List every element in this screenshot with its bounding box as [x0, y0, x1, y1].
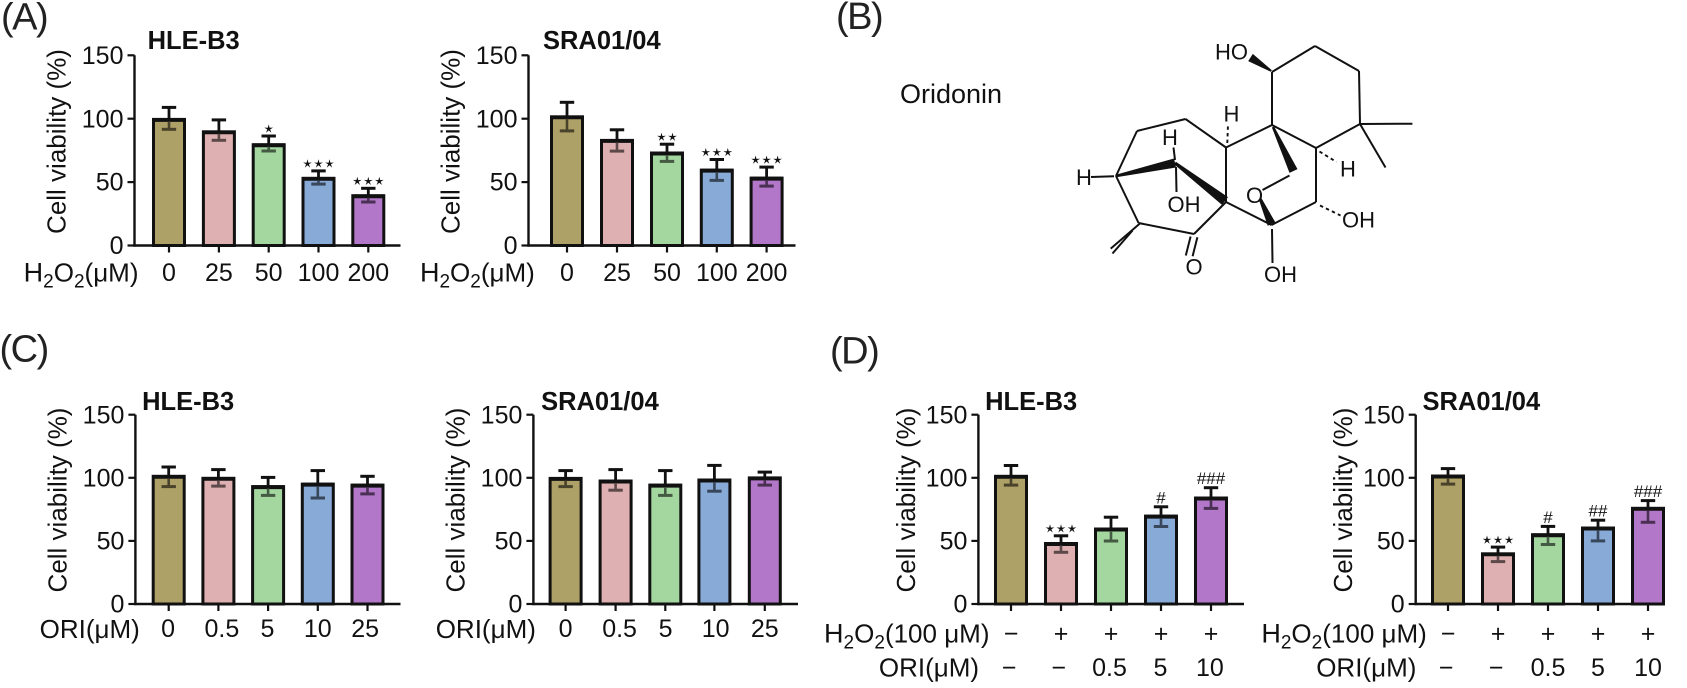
svg-text:150: 150 [82, 42, 124, 70]
svg-text:+: + [1641, 620, 1656, 648]
svg-text:+: + [1154, 620, 1169, 648]
svg-text:(C): (C) [0, 329, 48, 371]
svg-text:150: 150 [481, 401, 523, 429]
svg-text:0: 0 [504, 232, 518, 260]
svg-text:5: 5 [1591, 654, 1605, 682]
svg-text:−: − [1004, 620, 1019, 648]
svg-text:###: ### [1634, 482, 1663, 501]
svg-text:SRA01/04: SRA01/04 [1423, 388, 1541, 416]
svg-text:Oridonin: Oridonin [900, 79, 1002, 109]
svg-text:5: 5 [1153, 654, 1167, 682]
svg-text:Cell viability (%): Cell viability (%) [1328, 408, 1358, 593]
svg-text:200: 200 [347, 259, 389, 287]
svg-text:##: ## [1589, 502, 1608, 521]
svg-text:Cell viability (%): Cell viability (%) [43, 408, 73, 593]
svg-text:Cell viability (%): Cell viability (%) [42, 49, 72, 234]
svg-text:###: ### [1197, 469, 1226, 488]
svg-text:SRA01/04: SRA01/04 [543, 27, 661, 55]
svg-text:ORI(μM): ORI(μM) [879, 653, 979, 683]
svg-text:150: 150 [1363, 401, 1405, 429]
svg-text:−: − [1489, 654, 1504, 682]
svg-text:HO: HO [1215, 40, 1248, 65]
svg-text:100: 100 [696, 259, 738, 287]
svg-text:0: 0 [110, 232, 124, 260]
svg-text:ORI(μM): ORI(μM) [1316, 653, 1416, 683]
svg-text:#: # [1543, 508, 1553, 527]
svg-text:(A): (A) [1, 0, 47, 39]
svg-text:OH: OH [1342, 208, 1375, 233]
svg-text:−: − [1002, 654, 1017, 682]
svg-text:(B): (B) [836, 0, 882, 38]
svg-text:HLE-B3: HLE-B3 [148, 27, 240, 55]
svg-text:H: H [1340, 157, 1356, 182]
svg-text:50: 50 [940, 528, 968, 556]
svg-text:Cell viability (%): Cell viability (%) [436, 49, 466, 234]
svg-text:50: 50 [255, 259, 283, 287]
svg-text:+: + [1104, 620, 1119, 648]
svg-text:100: 100 [298, 259, 340, 287]
svg-text:0.5: 0.5 [205, 615, 240, 643]
svg-text:200: 200 [746, 259, 788, 287]
svg-text:10: 10 [1634, 654, 1662, 682]
svg-text:0.5: 0.5 [1092, 654, 1127, 682]
svg-text:−: − [1051, 654, 1066, 682]
svg-text:H: H [1224, 102, 1240, 127]
svg-text:50: 50 [490, 169, 518, 197]
svg-text:HLE-B3: HLE-B3 [142, 388, 234, 416]
svg-text:25: 25 [351, 615, 379, 643]
svg-text:100: 100 [926, 464, 968, 492]
svg-text:Cell viability (%): Cell viability (%) [891, 408, 921, 593]
svg-text:5: 5 [659, 615, 673, 643]
svg-text:+: + [1591, 620, 1606, 648]
svg-text:0: 0 [559, 615, 573, 643]
svg-text:O: O [1186, 255, 1203, 280]
svg-text:10: 10 [1196, 654, 1224, 682]
svg-text:100: 100 [82, 105, 124, 133]
svg-text:SRA01/04: SRA01/04 [541, 388, 659, 416]
svg-text:25: 25 [205, 259, 233, 287]
svg-text:+: + [1541, 620, 1556, 648]
svg-text:+: + [1491, 620, 1506, 648]
svg-text:100: 100 [481, 464, 523, 492]
svg-text:25: 25 [751, 615, 779, 643]
svg-text:ORI(μM): ORI(μM) [40, 614, 140, 644]
svg-text:100: 100 [1363, 464, 1405, 492]
svg-text:0: 0 [953, 591, 967, 619]
svg-text:100: 100 [83, 464, 125, 492]
svg-text:(D): (D) [830, 331, 878, 373]
svg-text:50: 50 [495, 528, 523, 556]
svg-text:50: 50 [97, 528, 125, 556]
svg-text:+: + [1204, 620, 1219, 648]
svg-text:+: + [1054, 620, 1069, 648]
svg-text:150: 150 [476, 42, 518, 70]
svg-text:0: 0 [161, 615, 175, 643]
svg-text:25: 25 [603, 259, 631, 287]
svg-text:0.5: 0.5 [602, 615, 637, 643]
svg-text:ORI(μM): ORI(μM) [436, 614, 536, 644]
svg-text:#: # [1156, 488, 1166, 507]
svg-text:150: 150 [926, 401, 968, 429]
svg-text:−: − [1441, 620, 1456, 648]
svg-text:150: 150 [83, 401, 125, 429]
svg-text:50: 50 [1377, 528, 1405, 556]
svg-text:50: 50 [653, 259, 681, 287]
svg-text:0: 0 [560, 259, 574, 287]
svg-text:H: H [1162, 125, 1178, 150]
svg-text:5: 5 [261, 615, 275, 643]
svg-text:0.5: 0.5 [1531, 654, 1566, 682]
svg-text:OH: OH [1264, 262, 1297, 287]
svg-text:0: 0 [162, 259, 176, 287]
svg-text:50: 50 [96, 169, 124, 197]
svg-text:O: O [1246, 183, 1263, 208]
svg-text:H: H [1076, 165, 1092, 190]
svg-text:100: 100 [476, 105, 518, 133]
svg-text:0: 0 [1391, 591, 1405, 619]
svg-text:10: 10 [702, 615, 730, 643]
svg-text:Cell viability (%): Cell viability (%) [441, 408, 471, 593]
svg-text:10: 10 [304, 615, 332, 643]
svg-text:HLE-B3: HLE-B3 [985, 388, 1077, 416]
svg-text:OH: OH [1168, 192, 1201, 217]
svg-text:−: − [1439, 654, 1454, 682]
